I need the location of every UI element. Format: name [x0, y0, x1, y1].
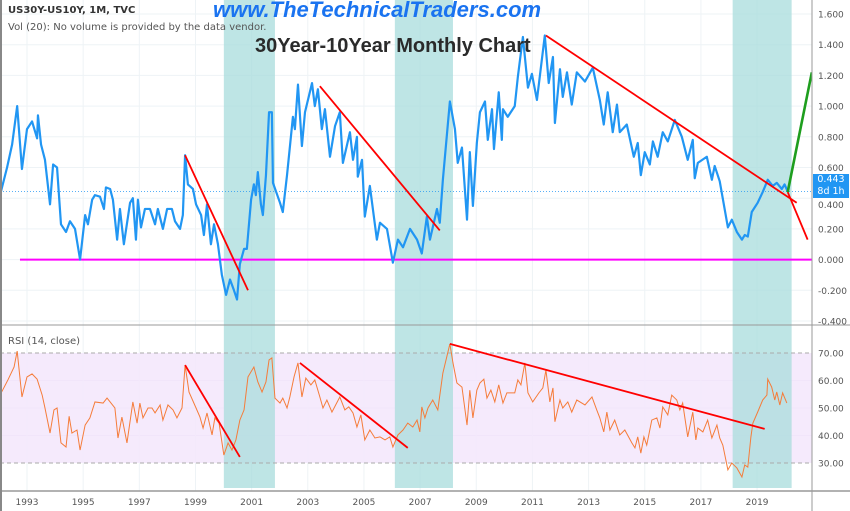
price-tick-label: 1.600 [818, 11, 844, 21]
shaded-period [223, 0, 275, 488]
last-value-tag: 0.443 [813, 174, 849, 186]
projection-line [786, 72, 814, 193]
price-tick-label: -0.200 [818, 287, 847, 297]
rsi-tick-label: 40.00 [818, 432, 844, 442]
countdown-tag: 8d 1h [813, 186, 849, 198]
trendline [545, 34, 798, 204]
time-tick-label: 2007 [409, 498, 432, 508]
rsi-label: RSI (14, close) [8, 336, 81, 347]
time-tick-label: 1993 [16, 498, 39, 508]
price-tick-label: 0.600 [818, 164, 844, 174]
trendline [319, 85, 441, 232]
price-tick-label: 0.400 [818, 201, 844, 211]
time-tick-label: 1999 [184, 498, 207, 508]
website-watermark: www.TheTechnicalTraders.com [213, 0, 542, 22]
price-axis-bg [812, 0, 850, 511]
price-tick-label: 1.200 [818, 72, 844, 82]
rsi-tick-label: 50.00 [818, 405, 844, 415]
time-tick-label: 2017 [689, 498, 712, 508]
price-tick-label: 0.000 [818, 256, 844, 266]
time-tick-label: 2009 [465, 498, 488, 508]
price-tick-label: 1.400 [818, 41, 844, 51]
rsi-tick-label: 70.00 [818, 350, 844, 360]
time-tick-label: 2003 [296, 498, 319, 508]
rsi-trendline [184, 364, 241, 458]
price-tick-label: 0.800 [818, 133, 844, 143]
rsi-trendline [299, 362, 409, 449]
price-tick-label: 0.200 [818, 225, 844, 235]
rsi-series-line [0, 343, 788, 479]
time-tick-label: 2011 [521, 498, 544, 508]
trendline [786, 191, 809, 240]
rsi-tick-label: 30.00 [818, 460, 844, 470]
price-tick-label: 1.000 [818, 103, 844, 113]
price-tick-label: -0.400 [818, 318, 847, 328]
volume-note: Vol (20): No volume is provided by the d… [8, 22, 267, 33]
time-tick-label: 2013 [577, 498, 600, 508]
time-tick-label: 2015 [633, 498, 656, 508]
trendline [184, 154, 249, 291]
time-tick-label: 1995 [72, 498, 95, 508]
price-series-line [0, 34, 789, 301]
time-tick-label: 2001 [240, 498, 263, 508]
time-tick-label: 1997 [128, 498, 151, 508]
rsi-trendline [449, 343, 765, 430]
shaded-period [732, 0, 792, 488]
chart-title: 30Year-10Year Monthly Chart [255, 35, 531, 57]
symbol-label: US30Y-US10Y, 1M, TVC [8, 5, 136, 16]
time-tick-label: 2005 [353, 498, 376, 508]
rsi-tick-label: 60.00 [818, 377, 844, 387]
time-tick-label: 2019 [746, 498, 769, 508]
